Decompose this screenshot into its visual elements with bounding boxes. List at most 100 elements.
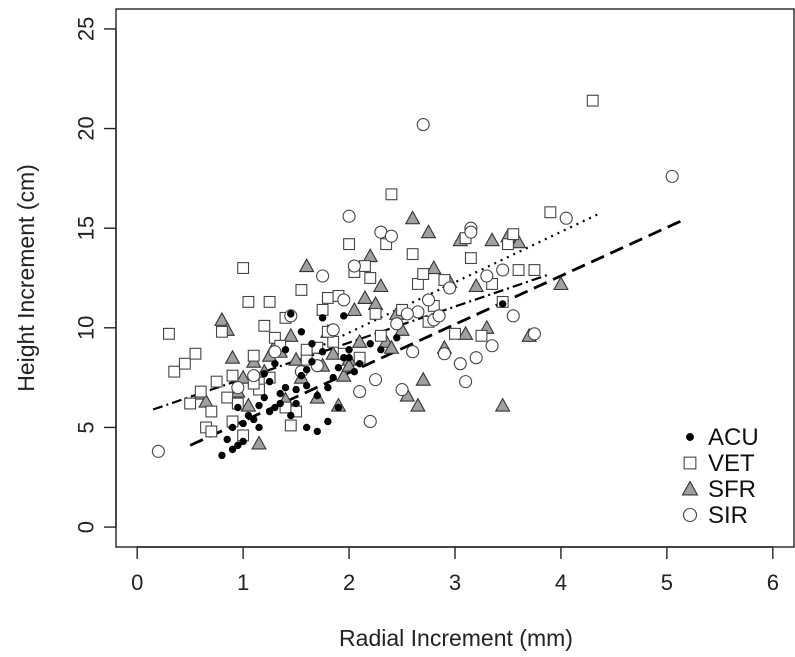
point-vet bbox=[258, 319, 271, 332]
x-tick-label: 0 bbox=[131, 570, 143, 595]
point-vet bbox=[406, 248, 419, 261]
point-acu bbox=[228, 423, 237, 432]
point-acu bbox=[324, 383, 332, 392]
point-sir bbox=[337, 293, 351, 307]
y-axis-title: Height Increment (cm) bbox=[13, 164, 39, 392]
point-sir bbox=[459, 375, 473, 389]
fit-line-long-dash bbox=[189, 218, 684, 447]
legend-label-sfr: SFR bbox=[708, 476, 756, 503]
point-acu bbox=[302, 365, 311, 374]
fit-line-dotted bbox=[316, 213, 599, 349]
point-vet bbox=[226, 369, 239, 382]
point-vet bbox=[242, 295, 255, 308]
point-sir bbox=[496, 263, 510, 277]
point-vet bbox=[205, 405, 218, 418]
point-vet bbox=[369, 307, 382, 320]
point-sfr bbox=[383, 339, 400, 354]
point-acu bbox=[334, 403, 343, 412]
point-vet bbox=[205, 425, 218, 438]
point-sir bbox=[400, 307, 414, 321]
point-acu bbox=[239, 437, 247, 446]
point-vet bbox=[221, 391, 234, 404]
point-sfr bbox=[457, 325, 474, 340]
point-acu bbox=[313, 391, 321, 400]
legend-marker-sfr bbox=[681, 480, 699, 496]
point-vet bbox=[327, 335, 340, 348]
point-sir bbox=[231, 381, 245, 395]
point-acu bbox=[287, 411, 295, 420]
point-vet bbox=[544, 206, 557, 219]
point-sir bbox=[406, 345, 420, 359]
point-acu bbox=[334, 363, 343, 372]
point-sfr bbox=[468, 277, 485, 293]
point-sir bbox=[326, 323, 340, 337]
point-sir bbox=[464, 225, 478, 239]
point-acu bbox=[218, 451, 226, 460]
point-acu bbox=[276, 389, 284, 398]
y-tick-label: 5 bbox=[74, 421, 99, 433]
point-acu bbox=[271, 403, 279, 412]
point-acu bbox=[244, 411, 253, 420]
point-sfr bbox=[357, 289, 373, 304]
point-sfr bbox=[373, 277, 389, 293]
point-vet bbox=[528, 264, 541, 276]
point-vet bbox=[247, 349, 260, 362]
point-sfr bbox=[224, 349, 241, 364]
point-acu bbox=[292, 399, 300, 408]
point-acu bbox=[265, 377, 274, 386]
point-acu bbox=[281, 346, 290, 354]
point-sfr bbox=[404, 210, 421, 225]
point-sfr bbox=[235, 369, 251, 384]
point-vet bbox=[178, 357, 191, 370]
point-vet bbox=[411, 278, 424, 290]
y-tick-label: 25 bbox=[74, 17, 99, 41]
point-acu bbox=[265, 407, 274, 416]
point-acu bbox=[366, 340, 374, 348]
data-points bbox=[151, 94, 679, 460]
point-acu bbox=[308, 340, 316, 348]
point-acu bbox=[350, 367, 359, 376]
point-sir bbox=[453, 357, 467, 371]
point-sfr bbox=[288, 351, 304, 366]
point-sir bbox=[480, 269, 494, 283]
point-acu bbox=[292, 385, 300, 394]
point-sfr bbox=[362, 248, 379, 263]
point-sfr bbox=[415, 371, 432, 386]
point-sir bbox=[363, 414, 377, 429]
point-vet bbox=[359, 260, 371, 272]
point-acu bbox=[302, 423, 311, 432]
point-sir bbox=[443, 281, 457, 295]
y-tick-label: 20 bbox=[74, 116, 99, 140]
y-axis: 0 5 10 15 20 25 bbox=[74, 17, 117, 533]
point-acu bbox=[228, 445, 237, 454]
point-sfr bbox=[420, 224, 437, 239]
point-vet bbox=[295, 284, 308, 296]
point-vet bbox=[168, 365, 181, 378]
point-sfr bbox=[251, 435, 267, 450]
point-sir bbox=[342, 209, 356, 223]
point-vet bbox=[364, 272, 377, 284]
point-acu bbox=[302, 381, 311, 390]
point-acu bbox=[223, 435, 231, 444]
point-sir bbox=[506, 309, 520, 323]
point-sir bbox=[416, 118, 430, 132]
legend-label-acu: ACU bbox=[708, 424, 759, 451]
point-sir bbox=[432, 309, 446, 323]
point-sfr bbox=[214, 311, 230, 326]
legend-marker-sir bbox=[682, 507, 698, 523]
point-acu bbox=[234, 441, 242, 450]
point-sfr bbox=[425, 260, 442, 275]
point-sir bbox=[437, 347, 451, 361]
point-acu bbox=[355, 359, 364, 368]
point-vet bbox=[343, 238, 356, 251]
legend-label-sir: SIR bbox=[708, 502, 748, 529]
point-acu bbox=[255, 401, 263, 410]
point-vet bbox=[385, 188, 398, 201]
point-vet bbox=[284, 419, 297, 432]
point-acu bbox=[260, 393, 269, 402]
point-acu bbox=[345, 346, 353, 354]
point-acu bbox=[318, 314, 327, 322]
point-acu bbox=[345, 354, 353, 362]
point-acu bbox=[393, 334, 401, 342]
point-sir bbox=[268, 345, 282, 359]
